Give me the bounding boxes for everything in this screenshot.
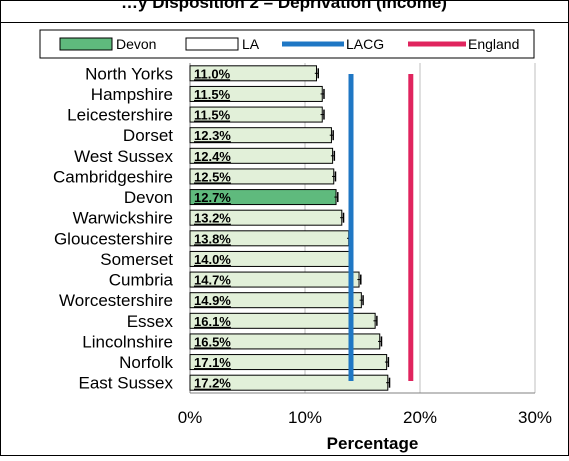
data-label: 14.9% [194,293,231,308]
legend-label-la: LA [242,36,260,52]
data-label: 17.1% [194,355,231,370]
category-label: Somerset [100,250,173,269]
data-label: 11.5% [194,108,231,123]
category-label: Essex [127,312,174,331]
legend-label-lacg: LACG [346,36,384,52]
legend-swatch-devon [59,37,113,51]
legend-swatch-la [185,37,239,51]
category-label: Devon [124,188,173,207]
data-label: 12.5% [194,169,231,184]
data-label: 13.8% [194,231,231,246]
category-label: Lincolnshire [82,332,173,351]
category-label: West Sussex [74,147,173,166]
category-label: Hampshire [91,85,173,104]
x-tick-label: 10% [288,408,322,427]
x-tick-label: 20% [403,408,437,427]
category-label: Norfolk [119,353,173,372]
category-label: Cambridgeshire [53,167,173,186]
data-label: 12.3% [194,128,231,143]
x-tick-label: 30% [518,408,552,427]
category-label: Worcestershire [59,291,173,310]
data-label: 14.0% [194,252,231,267]
x-axis-title: Percentage [327,434,419,453]
data-label: 17.2% [194,376,231,391]
data-label: 16.1% [194,314,231,329]
category-label: Leicestershire [67,106,173,125]
category-label: North Yorks [85,64,173,83]
data-label: 11.5% [194,87,231,102]
legend-label-devon: Devon [116,36,156,52]
data-label: 16.5% [194,334,231,349]
category-label: Cumbria [109,271,174,290]
category-label: Gloucestershire [54,229,173,248]
chart-title: …y Disposition 2 – Deprivation (Income) [121,0,447,12]
x-tick-label: 0% [178,408,203,427]
data-label: 12.7% [194,190,231,205]
category-label: Warwickshire [73,209,173,228]
data-label: 14.7% [194,273,231,288]
data-label: 12.4% [194,149,231,164]
data-label: 11.0% [194,66,231,81]
data-label: 13.2% [194,211,231,226]
category-label: Dorset [123,126,173,145]
legend-label-england: England [468,36,519,52]
category-label: East Sussex [79,374,174,393]
